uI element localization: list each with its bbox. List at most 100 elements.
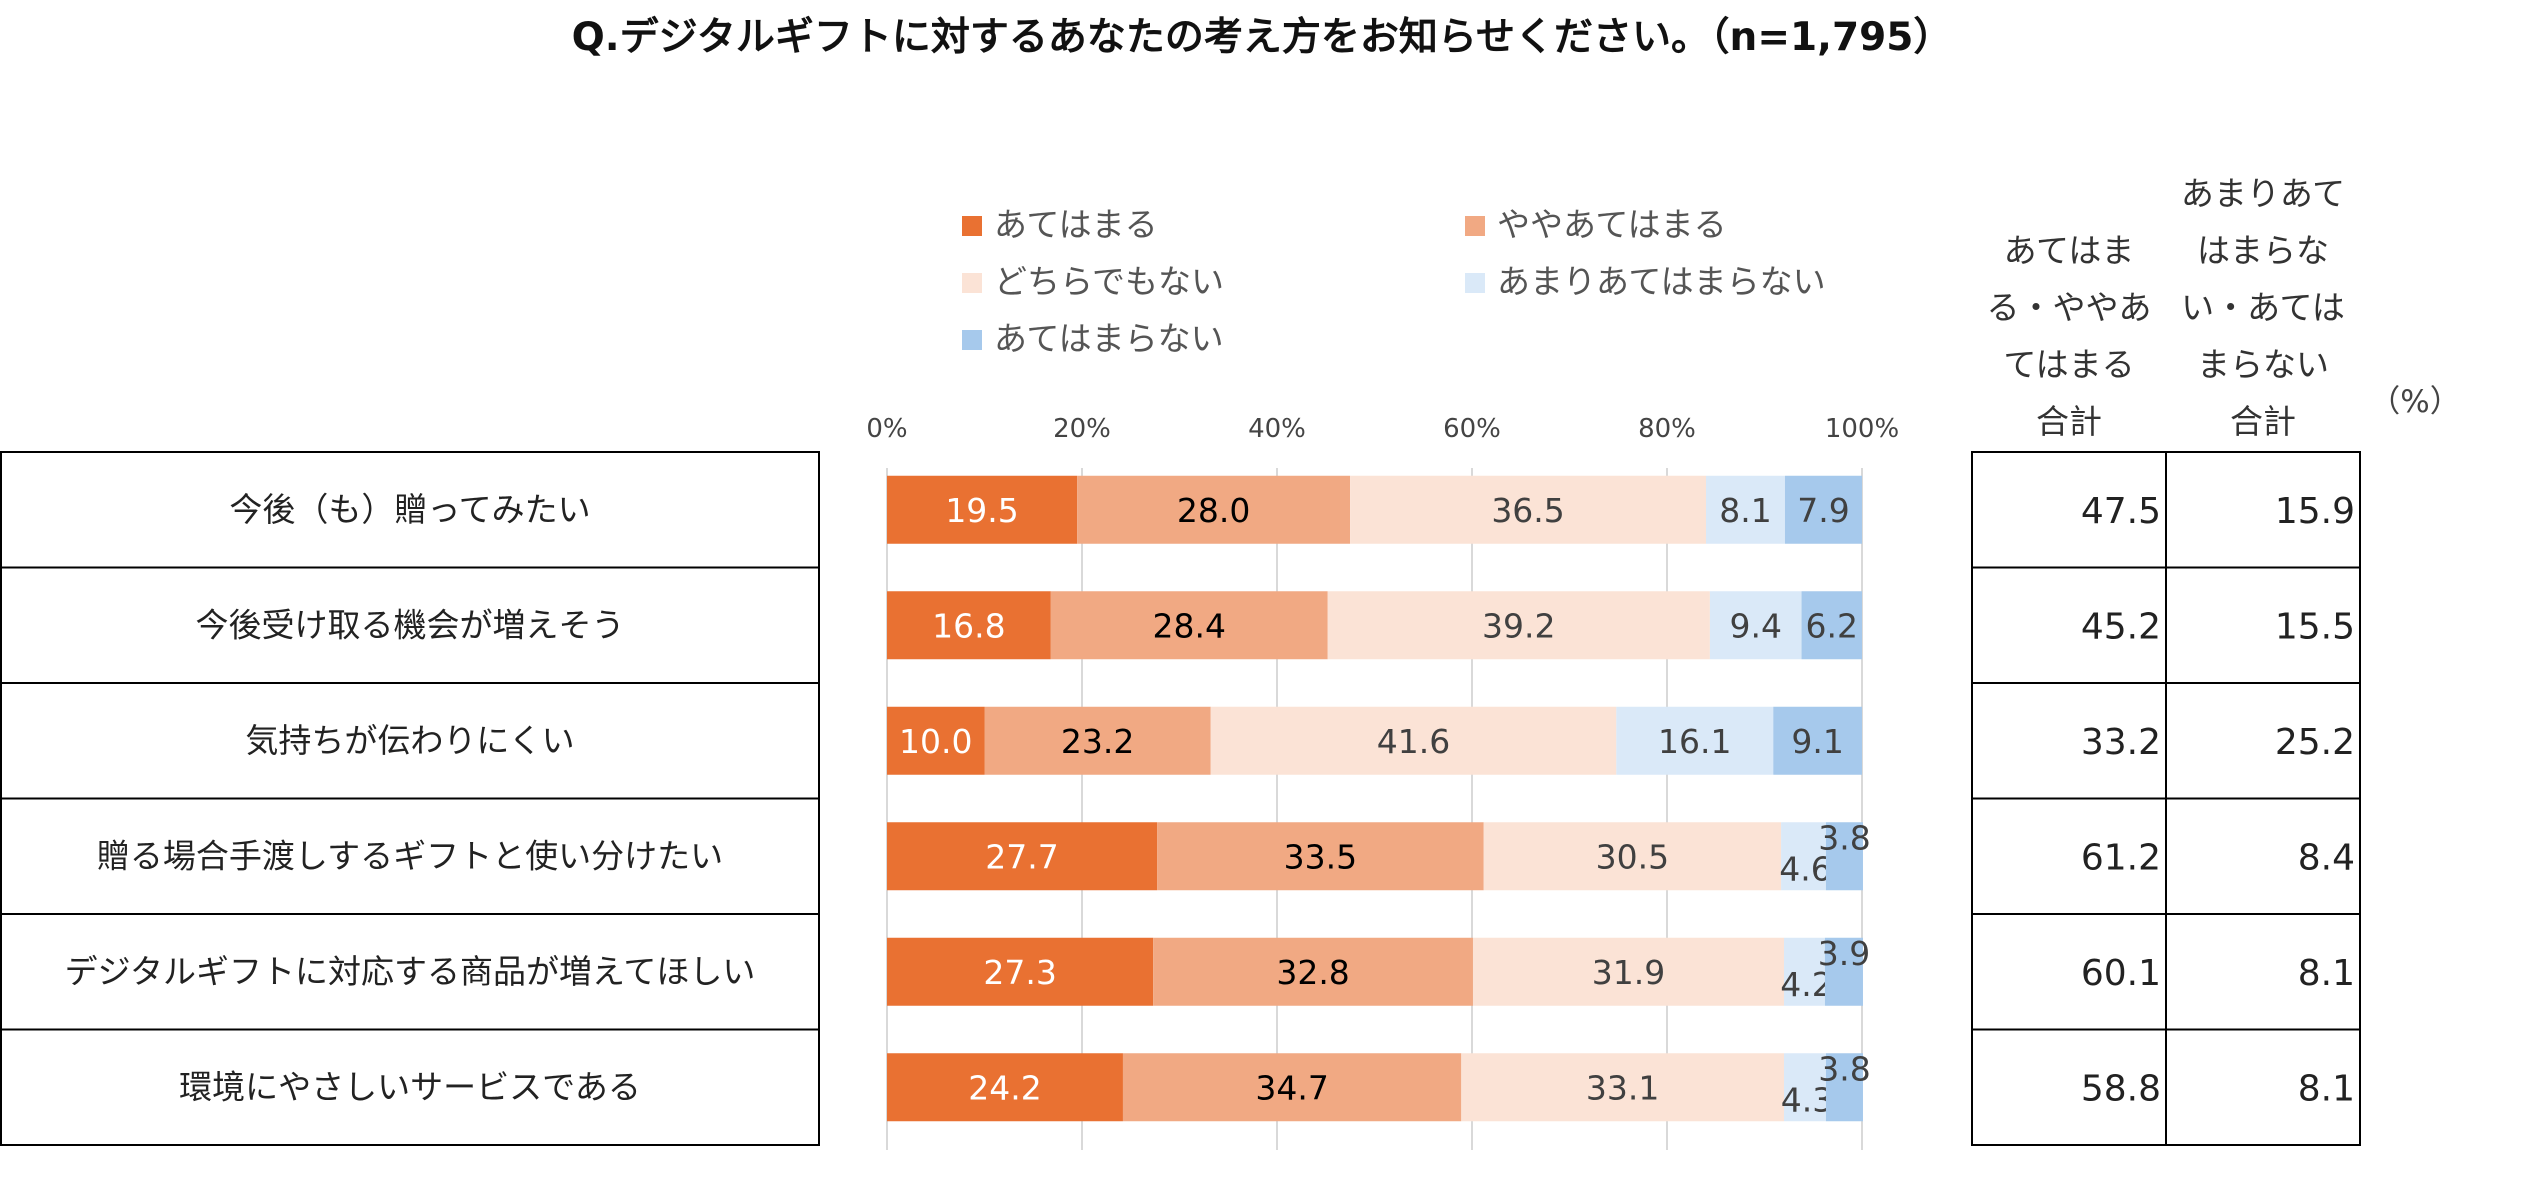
- totals-header-line: 合計: [2036, 402, 2102, 441]
- unit-label: （%）: [2369, 384, 2460, 420]
- bar-segment: [1327, 591, 1710, 660]
- totals-header-line: あまりあて: [2181, 174, 2345, 213]
- bar-segment: [1157, 822, 1484, 891]
- bar-segment: [1210, 706, 1617, 775]
- x-tick-label: 0%: [866, 414, 907, 444]
- bar-segment: [887, 937, 1154, 1006]
- bar-data-label: 24.2: [968, 1068, 1041, 1107]
- totals-header-line: はまらな: [2197, 231, 2329, 270]
- x-axis-ticks: 0% 20% 40% 60% 80% 100%: [866, 414, 1899, 444]
- category-label: 贈る場合手渡しするギフトと使い分けたい: [97, 836, 723, 875]
- bar-data-label: 31.9: [1592, 953, 1665, 992]
- bar-segment: [1781, 822, 1826, 891]
- x-tick-label: 60%: [1443, 414, 1501, 444]
- totals-header-line: まらない: [2197, 345, 2329, 384]
- bar-data-label: 9.1: [1791, 722, 1843, 761]
- category-label-table: 今後（も）贈ってみたい今後受け取る機会が増えそう気持ちが伝わりにくい贈る場合手渡…: [0, 451, 820, 1146]
- category-label: 環境にやさしいサービスである: [179, 1067, 641, 1106]
- bar-segment: [1825, 822, 1863, 891]
- bar-segment: [1350, 475, 1706, 544]
- bar-data-label: 7.9: [1797, 491, 1849, 530]
- bar-segment: [887, 475, 1078, 544]
- totals-cell: 61.2: [2081, 837, 2161, 878]
- legend-swatch: [1465, 273, 1485, 293]
- bar-segment: [1773, 706, 1862, 775]
- bar-data-label: 3.9: [1818, 934, 1870, 973]
- bar-data-label: 23.2: [1061, 722, 1134, 761]
- bar-data-label: 33.5: [1284, 837, 1357, 876]
- x-tick-label: 80%: [1638, 414, 1696, 444]
- bar-data-label: 27.3: [983, 953, 1056, 992]
- bar-segment: [1472, 937, 1784, 1006]
- legend-swatch: [1465, 216, 1485, 236]
- legend-label: あてはまらない: [994, 319, 1224, 358]
- gridlines: [886, 468, 1863, 1150]
- bar-segment: [1784, 1053, 1826, 1122]
- category-label: 今後受け取る機会が増えそう: [196, 605, 625, 644]
- bar-segment: [1461, 1053, 1784, 1122]
- legend-swatch: [962, 330, 982, 350]
- bar-segment: [1784, 937, 1825, 1006]
- bar-data-label: 4.3: [1781, 1080, 1833, 1119]
- x-tick-label: 100%: [1825, 414, 1899, 444]
- totals-cell: 60.1: [2081, 953, 2161, 994]
- totals-header-line: てはまる: [2003, 345, 2134, 384]
- bar-data-label: 4.6: [1779, 849, 1831, 888]
- x-tick-label: 40%: [1248, 414, 1306, 444]
- legend-swatch: [962, 273, 982, 293]
- totals-header-line: あてはま: [2004, 231, 2135, 270]
- bar-segment: [1784, 475, 1862, 544]
- bar-segment: [1824, 937, 1863, 1006]
- bar-data-label: 41.6: [1377, 722, 1450, 761]
- bar-data-label: 34.7: [1255, 1068, 1328, 1107]
- totals-cell: 8.1: [2298, 953, 2355, 994]
- bar-data-label: 9.4: [1729, 606, 1781, 645]
- category-label: 今後（も）贈ってみたい: [229, 490, 590, 529]
- totals-cell: 58.8: [2081, 1068, 2161, 1109]
- bar-segment: [1709, 591, 1802, 660]
- bar-segment: [1616, 706, 1774, 775]
- bar-segment: [1153, 937, 1473, 1006]
- bar-data-label: 36.5: [1491, 491, 1564, 530]
- totals-cell: 15.9: [2275, 491, 2355, 532]
- totals-cell: 15.5: [2275, 606, 2355, 647]
- bar-segment: [1050, 591, 1328, 660]
- bar-data-label: 27.7: [985, 837, 1058, 876]
- legend-swatch: [962, 216, 982, 236]
- bar-data-label: 3.8: [1818, 1049, 1870, 1088]
- bar-segment: [1801, 591, 1862, 660]
- bar-data-label: 16.1: [1658, 722, 1731, 761]
- bar-segment: [887, 706, 985, 775]
- x-tick-label: 20%: [1053, 414, 1111, 444]
- bar-data-label: 8.1: [1719, 491, 1771, 530]
- bars: 19.5 28.0 36.5 8.1 7.9 16.8 28.4 39.2 9.4 6.2 10.0…: [887, 475, 1871, 1122]
- totals-header-line: る・ややあ: [1987, 288, 2152, 327]
- bar-segment: [1706, 475, 1785, 544]
- bar-data-label: 28.4: [1153, 606, 1226, 645]
- bar-segment: [1077, 475, 1351, 544]
- bar-segment: [887, 822, 1158, 891]
- bar-data-label: 6.2: [1806, 606, 1858, 645]
- totals-header-line: 合計: [2230, 402, 2296, 441]
- category-label: 気持ちが伝わりにくい: [245, 721, 574, 760]
- bar-segment: [887, 1053, 1123, 1122]
- totals-cell: 25.2: [2275, 722, 2355, 763]
- bar-data-label: 4.2: [1780, 965, 1832, 1004]
- bar-data-label: 33.1: [1586, 1068, 1659, 1107]
- totals-cell: 8.1: [2298, 1068, 2355, 1109]
- bar-segment: [984, 706, 1211, 775]
- bar-data-label: 28.0: [1177, 491, 1250, 530]
- bar-data-label: 19.5: [945, 491, 1018, 530]
- bar-segment: [1483, 822, 1782, 891]
- legend-label: ややあてはまる: [1497, 205, 1727, 244]
- bar-data-label: 10.0: [899, 722, 972, 761]
- bar-segment: [1825, 1053, 1863, 1122]
- totals-cell: 8.4: [2298, 837, 2355, 878]
- category-label: デジタルギフトに対応する商品が増えてほしい: [65, 952, 756, 991]
- bar-data-label: 16.8: [932, 606, 1005, 645]
- legend-label: あまりあてはまらない: [1497, 262, 1826, 301]
- bar-data-label: 3.8: [1818, 818, 1870, 857]
